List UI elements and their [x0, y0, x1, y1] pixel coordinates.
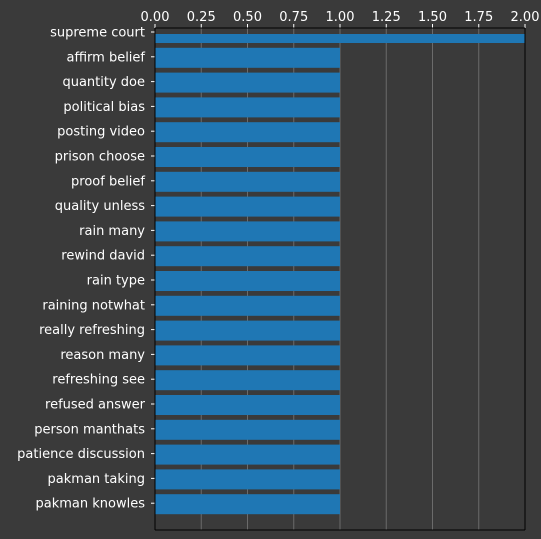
- bar: [155, 147, 340, 167]
- category-label: refused answer: [45, 398, 146, 413]
- x-tick-label: 1.75: [464, 10, 493, 25]
- bars: [155, 34, 525, 515]
- x-tick-labels: 0.00 0.25 0.50 0.75 1.00 1.25 1.50 1.75 2.00: [141, 10, 540, 25]
- x-tick-label: 0.75: [279, 10, 308, 25]
- category-label: pakman taking: [48, 472, 145, 487]
- category-label: patience discussion: [17, 447, 145, 462]
- bar: [155, 47, 340, 68]
- category-label: affirm belief: [67, 50, 146, 65]
- axes: [151, 24, 526, 531]
- bar: [155, 295, 340, 316]
- bar: [155, 419, 340, 440]
- bar: [155, 122, 340, 143]
- bar: [155, 34, 525, 43]
- category-label: posting video: [57, 125, 145, 140]
- bar: [155, 221, 340, 242]
- x-tick-label: 0.50: [233, 10, 262, 25]
- category-label: political bias: [63, 100, 145, 115]
- category-label: really refreshing: [39, 323, 145, 338]
- bar: [155, 469, 340, 490]
- category-label: quality unless: [55, 199, 145, 214]
- x-tick-label: 1.25: [372, 10, 401, 25]
- x-tick-label: 1.00: [326, 10, 355, 25]
- bar: [155, 345, 340, 366]
- bar: [155, 171, 340, 192]
- category-label: reason many: [60, 348, 145, 363]
- category-labels: supreme court affirm belief quantity doe po…: [17, 26, 145, 512]
- bar: [155, 444, 340, 465]
- x-tick-label: 0.00: [141, 10, 170, 25]
- bar: [155, 320, 340, 341]
- bar: [155, 97, 340, 118]
- x-tick-label: 0.25: [187, 10, 216, 25]
- category-label: rain type: [87, 274, 145, 289]
- bar: [155, 370, 340, 391]
- category-label: rewind david: [61, 249, 145, 264]
- x-tick-label: 1.50: [418, 10, 447, 25]
- category-label: pakman knowles: [36, 497, 146, 512]
- category-label: rain many: [79, 224, 145, 239]
- category-label: prison choose: [55, 150, 145, 165]
- bar: [155, 271, 340, 291]
- bar: [155, 72, 340, 93]
- bar: [155, 395, 340, 415]
- category-label: refreshing see: [52, 373, 145, 388]
- category-label: supreme court: [50, 26, 145, 41]
- bar: [155, 494, 340, 515]
- category-label: proof belief: [71, 174, 145, 189]
- x-tick-label: 2.00: [511, 10, 540, 25]
- category-label: quantity doe: [62, 75, 145, 90]
- bar: [155, 196, 340, 217]
- category-label: raining notwhat: [42, 298, 145, 313]
- bar: [155, 246, 340, 267]
- category-label: person manthats: [34, 422, 145, 437]
